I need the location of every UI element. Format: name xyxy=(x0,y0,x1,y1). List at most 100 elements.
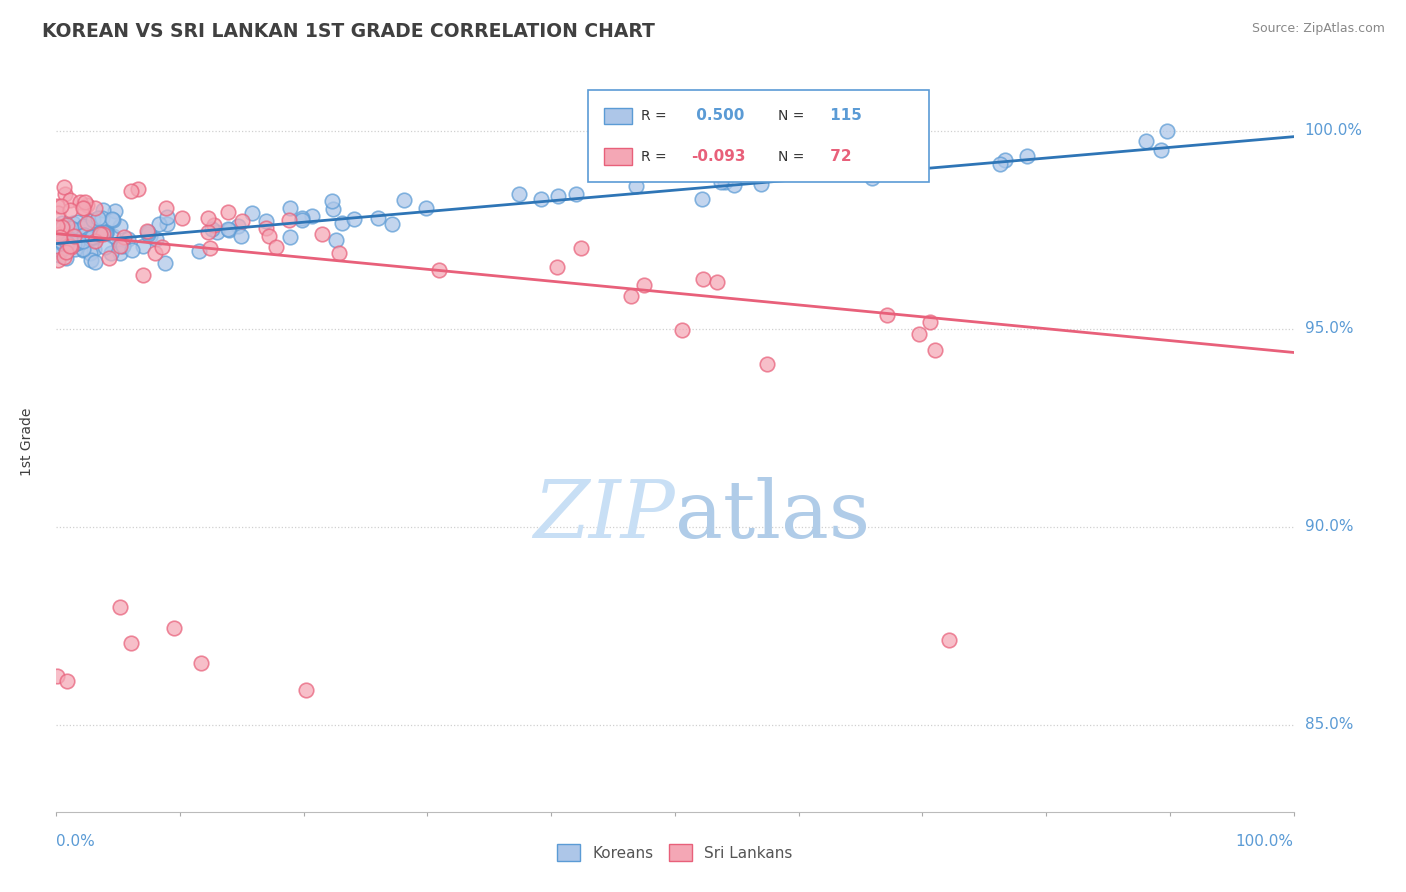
Point xyxy=(108,236,131,251)
Point xyxy=(132,268,155,283)
Point xyxy=(48,252,70,267)
FancyBboxPatch shape xyxy=(588,90,928,183)
Point xyxy=(55,244,77,259)
Point xyxy=(56,674,79,689)
Point xyxy=(51,199,73,213)
Point xyxy=(291,211,314,225)
Point xyxy=(546,260,568,274)
Text: N =: N = xyxy=(778,109,808,123)
Point xyxy=(82,213,104,227)
Point xyxy=(569,241,592,255)
Point xyxy=(908,326,931,341)
Point xyxy=(264,240,287,254)
Point xyxy=(876,308,898,322)
Point xyxy=(990,157,1012,171)
Text: 115: 115 xyxy=(824,108,862,123)
Text: ZIP: ZIP xyxy=(533,477,675,554)
Point xyxy=(83,242,105,256)
Point xyxy=(84,231,107,245)
Point xyxy=(117,232,139,246)
Point xyxy=(228,219,250,234)
Point xyxy=(278,202,301,216)
Point xyxy=(52,237,75,252)
Point xyxy=(994,153,1017,167)
Point xyxy=(163,621,186,635)
Point xyxy=(218,223,240,237)
Point xyxy=(76,216,98,230)
Point xyxy=(924,343,946,357)
Point xyxy=(94,225,117,239)
Point xyxy=(108,600,131,615)
Point xyxy=(73,228,96,243)
Point xyxy=(112,239,135,253)
Point xyxy=(132,239,155,253)
Point xyxy=(120,636,142,650)
Point xyxy=(93,226,115,240)
Text: 0.500: 0.500 xyxy=(690,108,744,123)
Point xyxy=(564,187,586,202)
Point xyxy=(695,163,717,178)
Point xyxy=(918,315,941,329)
Point xyxy=(73,201,96,215)
Point xyxy=(84,254,107,268)
Point xyxy=(762,166,785,180)
Point xyxy=(121,243,143,257)
Point xyxy=(52,250,75,264)
Text: 0.0%: 0.0% xyxy=(56,834,96,849)
Point xyxy=(1135,134,1157,148)
Point xyxy=(49,234,72,248)
Point xyxy=(381,217,404,231)
Point xyxy=(63,236,86,251)
Point xyxy=(256,221,278,235)
Point xyxy=(62,236,84,251)
Point xyxy=(290,213,312,227)
Point xyxy=(205,225,228,239)
Point xyxy=(89,226,111,240)
Point xyxy=(321,194,343,208)
Point xyxy=(80,230,103,244)
Point xyxy=(111,238,134,252)
Point xyxy=(77,230,100,244)
Point xyxy=(240,206,263,220)
Text: 90.0%: 90.0% xyxy=(1305,519,1353,534)
Point xyxy=(108,239,131,253)
Point xyxy=(1156,124,1178,138)
Point xyxy=(46,219,69,233)
Point xyxy=(156,217,179,231)
Point xyxy=(80,253,103,268)
Point xyxy=(143,246,166,260)
Point xyxy=(73,219,96,234)
Point xyxy=(624,179,647,194)
Point xyxy=(91,227,114,241)
Point xyxy=(101,212,124,227)
Point xyxy=(94,240,117,254)
Point xyxy=(710,175,733,189)
Point xyxy=(145,232,167,246)
Point xyxy=(87,211,110,225)
Point xyxy=(231,214,253,228)
Point xyxy=(66,215,89,229)
Point xyxy=(217,205,239,219)
Point xyxy=(53,186,76,201)
Point xyxy=(671,323,693,337)
Point xyxy=(59,232,82,246)
Point xyxy=(201,221,224,235)
Point xyxy=(49,243,72,257)
Point xyxy=(198,241,221,255)
Point xyxy=(73,194,96,209)
Text: 85.0%: 85.0% xyxy=(1305,717,1353,732)
Point xyxy=(197,211,219,225)
Point xyxy=(55,236,77,251)
Point xyxy=(59,238,82,252)
Point xyxy=(70,234,93,248)
Point xyxy=(156,210,179,224)
Point xyxy=(860,170,883,185)
Point xyxy=(938,632,960,647)
Point xyxy=(756,358,779,372)
Text: 100.0%: 100.0% xyxy=(1236,834,1294,849)
Point xyxy=(89,227,111,242)
Point xyxy=(73,221,96,235)
Point xyxy=(188,244,211,259)
Point xyxy=(633,278,655,293)
Point xyxy=(136,224,159,238)
